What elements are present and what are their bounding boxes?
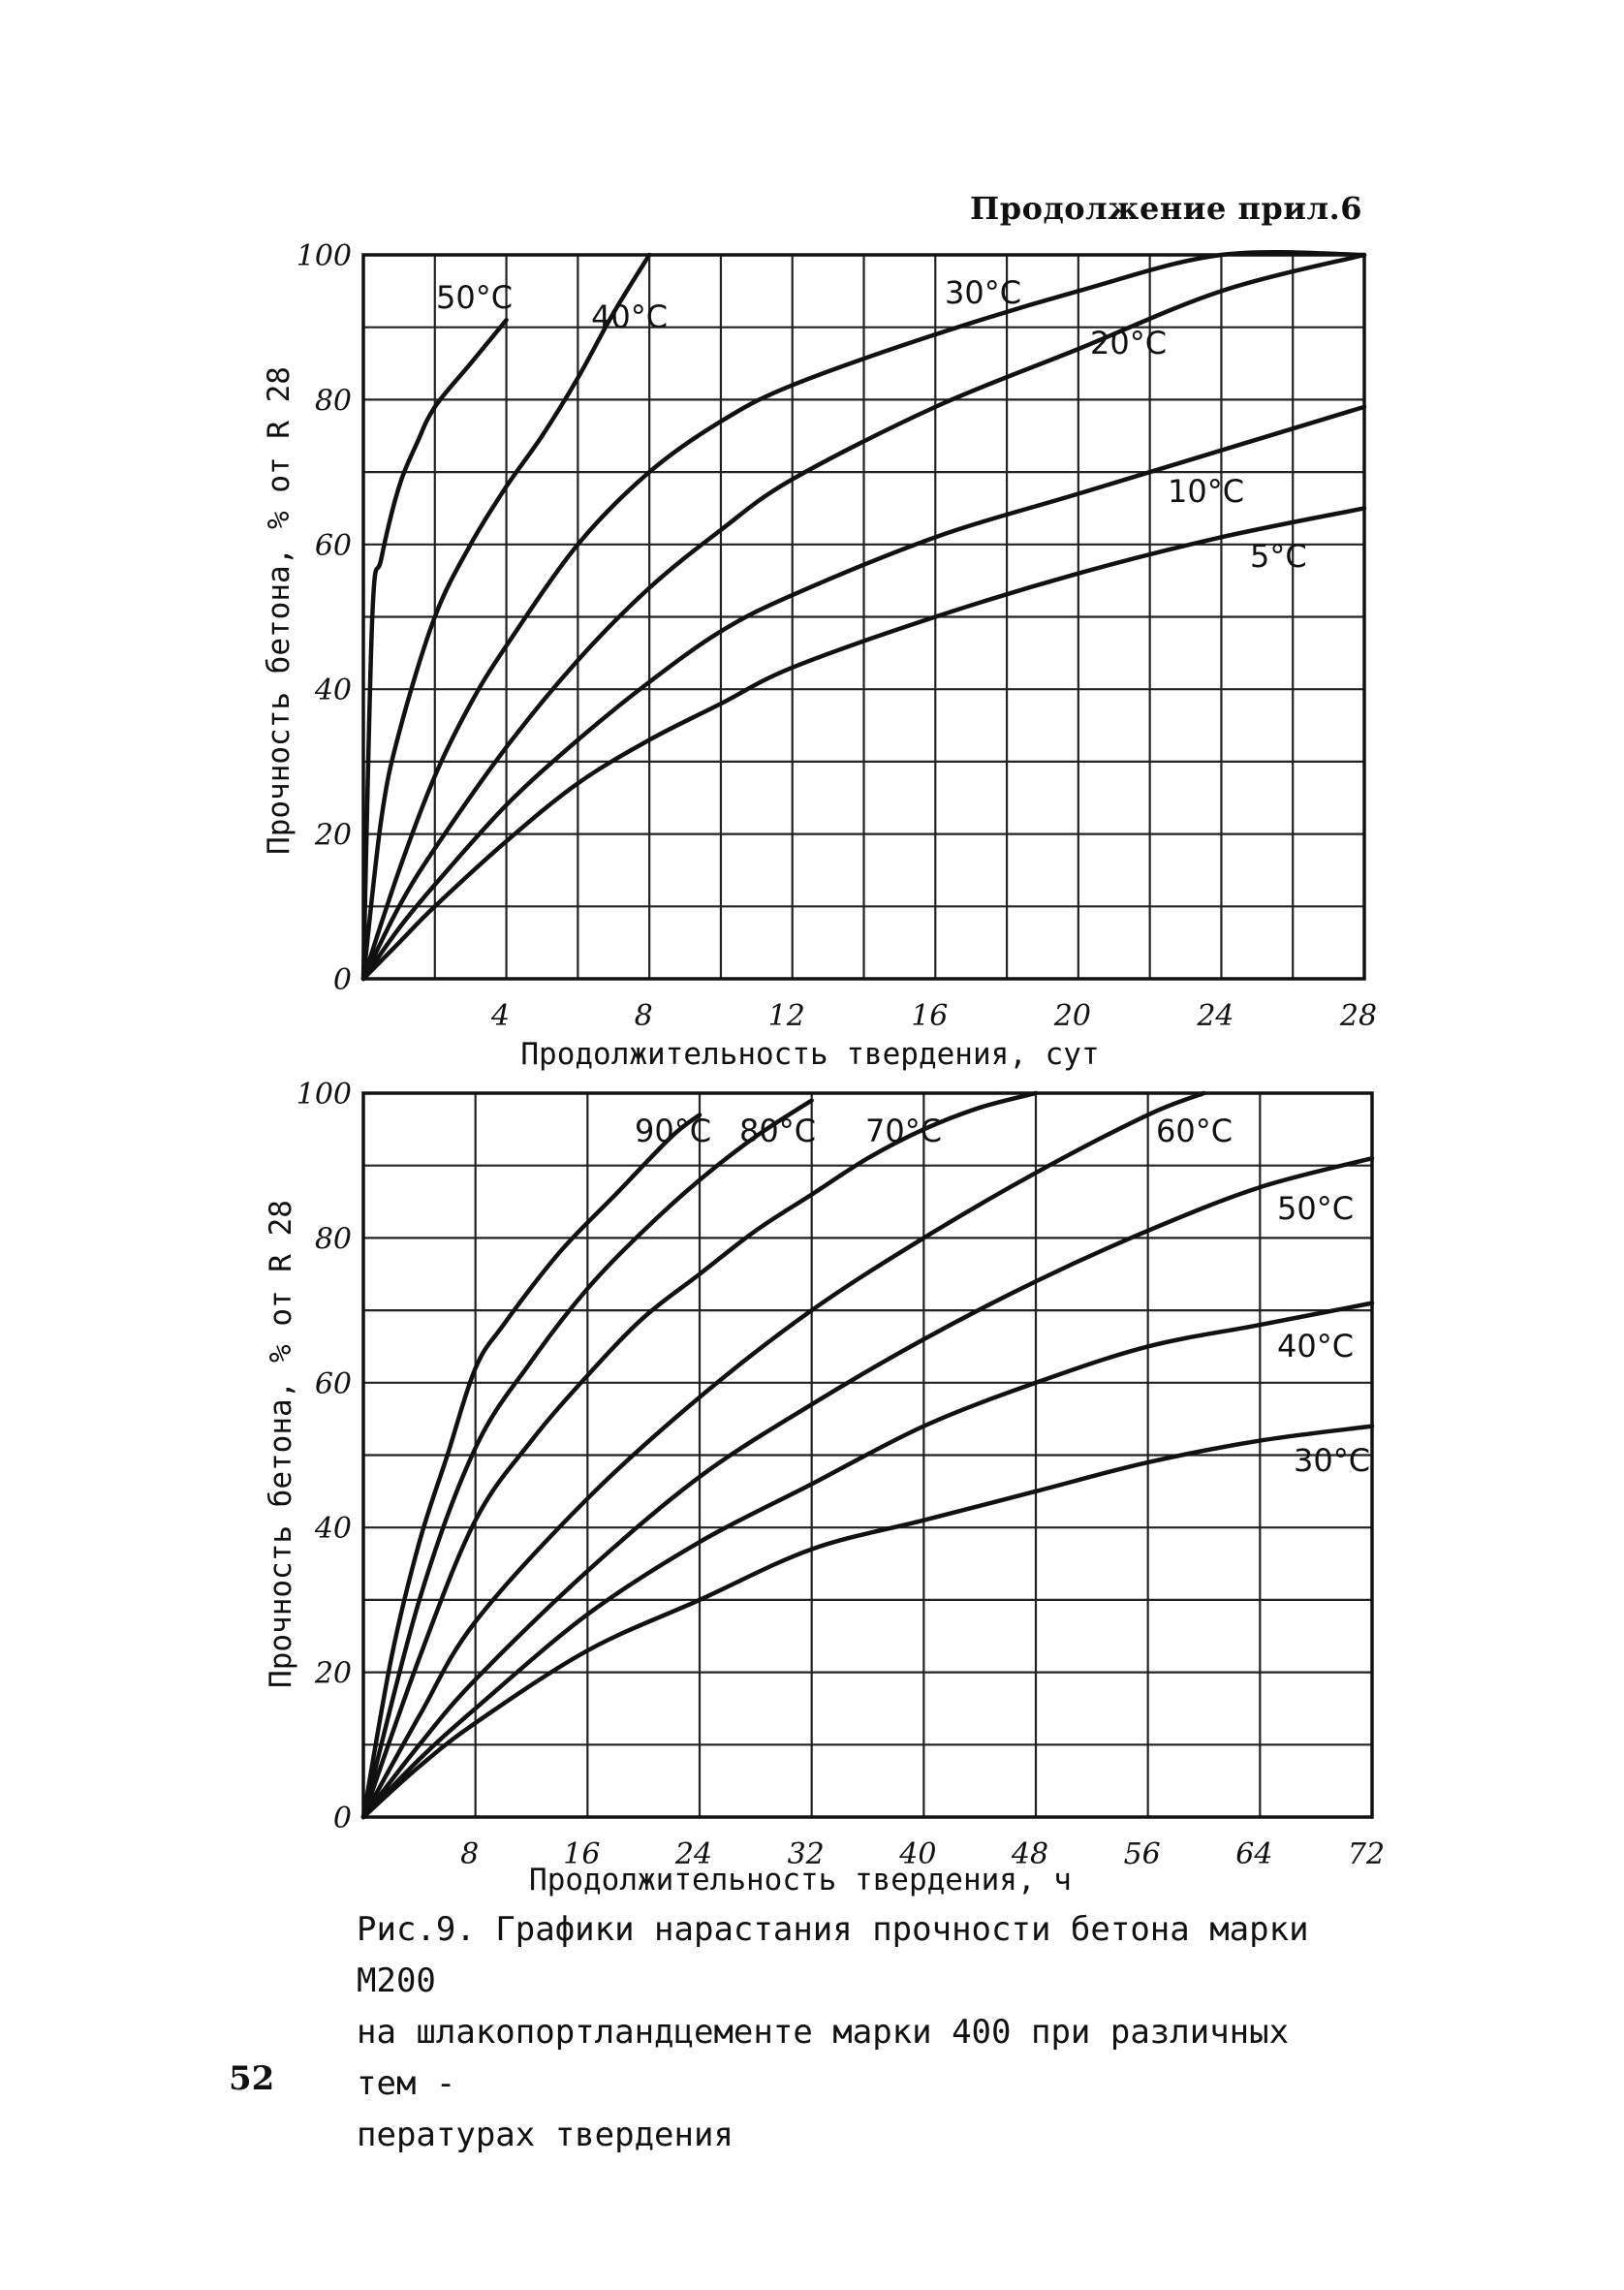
x-tick-label: 64 bbox=[1235, 1837, 1272, 1871]
series-label-5: 5°C bbox=[1250, 538, 1307, 575]
y-tick-label: 100 bbox=[297, 239, 352, 273]
x-axis-label: Продолжительность твердения, ч bbox=[529, 1863, 1072, 1898]
chart-days: 0 20 40 60 80 100 4 8 12 16 20 24 28 50°C 40°C 30°C 20… bbox=[262, 239, 1377, 1072]
caption-line-2: на шлакопортландцементе марки 400 при ра… bbox=[357, 2013, 1290, 2103]
series-label-60: 60°C bbox=[1156, 1113, 1233, 1149]
x-tick-label: 32 bbox=[788, 1837, 825, 1871]
x-tick-label: 24 bbox=[1196, 999, 1234, 1033]
series-label-30: 30°C bbox=[945, 274, 1021, 311]
series-curve-30 bbox=[360, 1424, 1375, 1820]
chart-hours: 0 20 40 60 80 100 8 16 24 32 40 48 56 64 72 90°C 80°C 7… bbox=[264, 1078, 1385, 1898]
chart-frame bbox=[361, 1091, 1374, 1819]
y-tick-label: 0 bbox=[333, 1802, 352, 1835]
x-tick-label: 56 bbox=[1124, 1837, 1161, 1871]
x-tick-label: 16 bbox=[911, 999, 948, 1033]
series-curve-40 bbox=[360, 252, 652, 982]
series-label-40: 40°C bbox=[1277, 1328, 1354, 1365]
y-tick-label: 20 bbox=[314, 819, 352, 853]
series-curve-20 bbox=[360, 252, 1367, 982]
y-axis-label: Прочность бетона, % от R 28 bbox=[262, 366, 297, 855]
series-label-90: 90°C bbox=[635, 1113, 711, 1149]
x-axis-label: Продолжительность твердения, сут bbox=[520, 1037, 1099, 1072]
y-tick-label: 40 bbox=[314, 1512, 352, 1546]
x-tick-label: 4 bbox=[490, 999, 510, 1033]
y-tick-label: 60 bbox=[315, 1367, 352, 1401]
y-tick-label: 80 bbox=[315, 1222, 352, 1256]
series-label-10: 10°C bbox=[1168, 473, 1244, 510]
series-curve-30 bbox=[360, 249, 1367, 982]
x-tick-label: 8 bbox=[635, 999, 653, 1033]
y-axis-label: Прочность бетона, % от R 28 bbox=[264, 1200, 298, 1688]
series-label-50: 50°C bbox=[436, 279, 513, 316]
series-label-20: 20°C bbox=[1090, 325, 1167, 361]
series-label-80: 80°C bbox=[739, 1113, 816, 1149]
caption-line-3: пературах твердения bbox=[357, 2116, 734, 2154]
x-tick-label: 12 bbox=[768, 999, 805, 1033]
chart-frame bbox=[361, 253, 1366, 981]
series-label-70: 70°C bbox=[865, 1113, 942, 1149]
x-tick-label: 16 bbox=[563, 1837, 600, 1871]
series-curve-60 bbox=[360, 1090, 1206, 1820]
x-tick-label: 20 bbox=[1053, 999, 1091, 1033]
series-curve-70 bbox=[360, 1090, 1039, 1820]
caption-line-1: Рис.9. Графики нарастания прочности бето… bbox=[357, 1910, 1309, 2000]
series-curve-10 bbox=[360, 404, 1367, 982]
series-label-50: 50°C bbox=[1277, 1190, 1354, 1227]
x-tick-label: 48 bbox=[1011, 1837, 1048, 1871]
series-curve-50 bbox=[360, 317, 509, 982]
y-tick-label: 0 bbox=[333, 963, 352, 997]
figure-caption: Рис.9. Графики нарастания прочности бето… bbox=[357, 1904, 1364, 2161]
series-label-30: 30°C bbox=[1294, 1442, 1370, 1479]
x-tick-label: 28 bbox=[1339, 999, 1377, 1033]
x-tick-label: 72 bbox=[1348, 1837, 1385, 1871]
series-curve-90 bbox=[360, 1113, 703, 1820]
series-curve-40 bbox=[360, 1301, 1375, 1820]
series-curve-50 bbox=[360, 1155, 1375, 1820]
y-tick-label: 60 bbox=[315, 529, 352, 563]
y-tick-label: 40 bbox=[314, 674, 352, 707]
page-number: 52 bbox=[229, 2059, 275, 2098]
x-tick-label: 8 bbox=[460, 1837, 479, 1871]
header-text: Продолжение прил.6 bbox=[970, 190, 1362, 227]
y-tick-label: 100 bbox=[297, 1078, 352, 1112]
x-tick-label: 24 bbox=[674, 1837, 712, 1871]
x-tick-label: 40 bbox=[898, 1837, 936, 1871]
y-tick-label: 80 bbox=[315, 384, 352, 418]
y-tick-label: 20 bbox=[314, 1657, 352, 1691]
series-label-40: 40°C bbox=[591, 298, 668, 335]
series-curve-5 bbox=[360, 506, 1367, 982]
series-curve-80 bbox=[360, 1098, 814, 1820]
